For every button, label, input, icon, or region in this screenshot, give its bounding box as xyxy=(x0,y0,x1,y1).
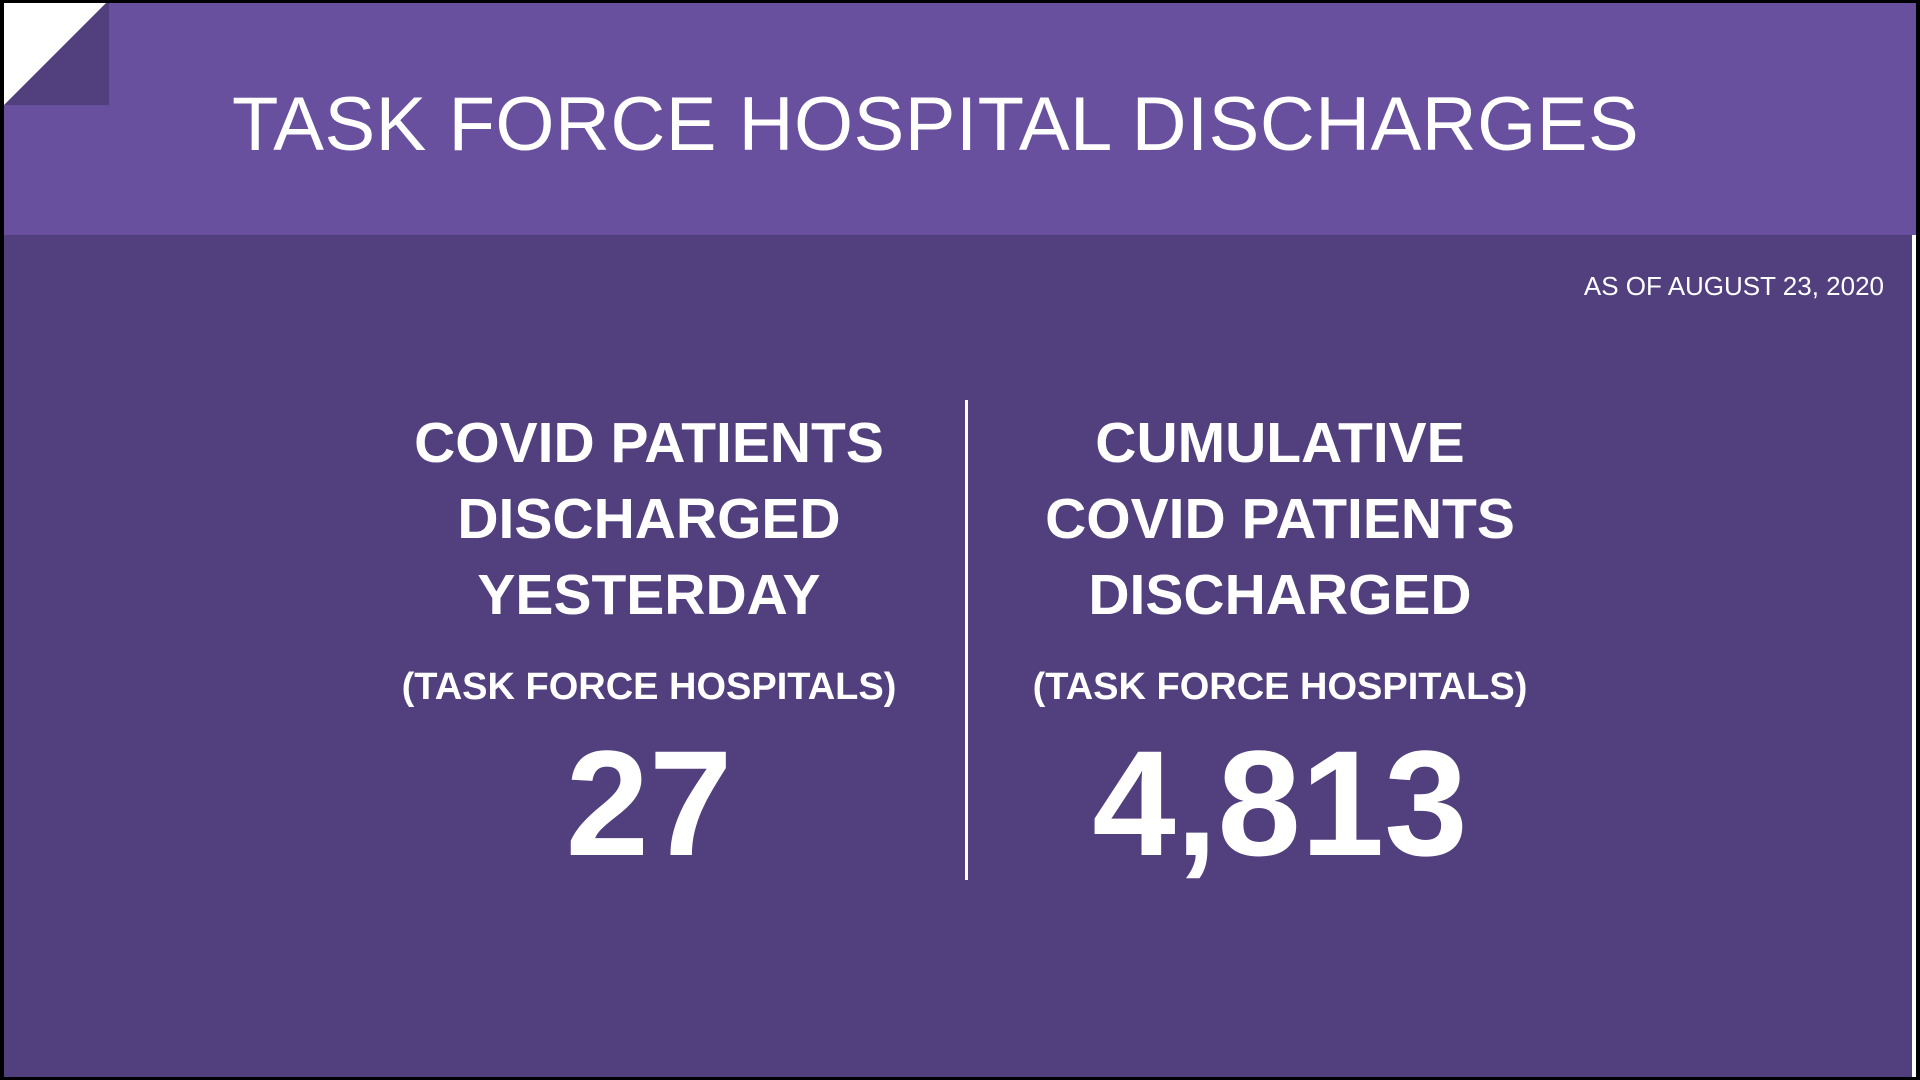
slide: TASK FORCE HOSPITAL DISCHARGES AS OF AUG… xyxy=(4,3,1916,1077)
stat-heading: CUMULATIVE COVID PATIENTS DISCHARGED xyxy=(980,405,1580,633)
stat-value: 27 xyxy=(565,719,733,887)
stat-discharged-yesterday: COVID PATIENTS DISCHARGED YESTERDAY (TAS… xyxy=(349,405,949,883)
stat-heading-line: COVID PATIENTS xyxy=(1045,487,1515,551)
header-banner: TASK FORCE HOSPITAL DISCHARGES xyxy=(4,3,1916,235)
stat-heading-line: DISCHARGED xyxy=(457,487,841,551)
stat-subheading: (TASK FORCE HOSPITALS) xyxy=(401,666,897,708)
stat-heading-line: COVID PATIENTS xyxy=(414,411,884,475)
divider xyxy=(965,400,968,880)
stat-heading-line: DISCHARGED xyxy=(1088,563,1472,627)
stat-subheading: (TASK FORCE HOSPITALS) xyxy=(1032,666,1528,708)
page-fold-corner xyxy=(4,3,106,105)
stat-cumulative-discharged: CUMULATIVE COVID PATIENTS DISCHARGED (TA… xyxy=(980,405,1580,883)
page-title: TASK FORCE HOSPITAL DISCHARGES xyxy=(232,82,1640,167)
stat-heading-line: YESTERDAY xyxy=(477,563,821,627)
stat-heading: COVID PATIENTS DISCHARGED YESTERDAY xyxy=(349,405,949,633)
stat-value: 4,813 xyxy=(1092,719,1468,887)
right-edge-strip xyxy=(1912,235,1916,1077)
as-of-date: AS OF AUGUST 23, 2020 xyxy=(1583,271,1884,301)
stat-heading-line: CUMULATIVE xyxy=(1095,411,1465,475)
